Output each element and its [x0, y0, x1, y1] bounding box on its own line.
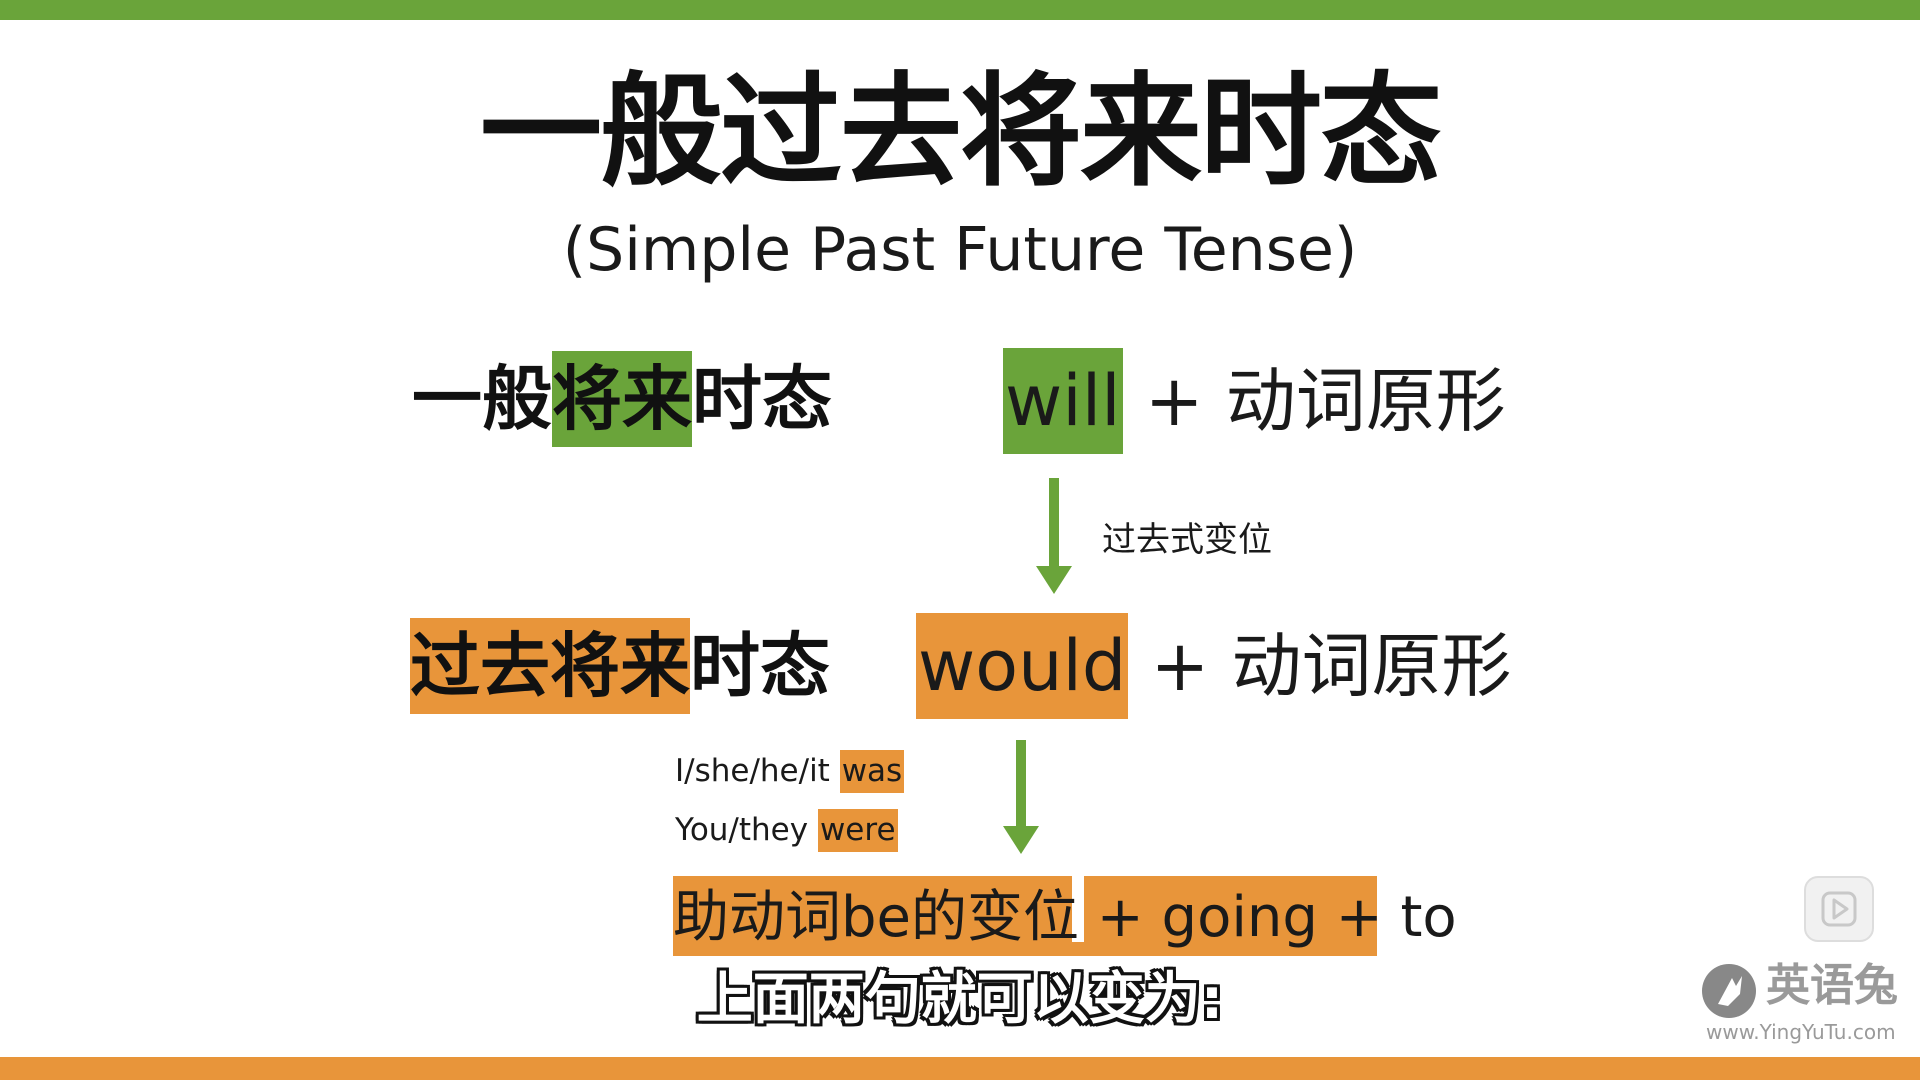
simple-future-label: 一般将来时态	[412, 351, 832, 447]
play-icon	[1821, 891, 1857, 927]
would-formula: would + 动词原形	[916, 613, 1511, 719]
down-arrow-icon	[1036, 478, 1072, 594]
past-future-label: 过去将来时态	[410, 618, 830, 714]
rabbit-logo-icon	[1702, 964, 1756, 1018]
will-keyword: will	[1003, 348, 1123, 454]
be-form-plural: You/they were	[675, 809, 898, 852]
aux-going-to: + going + to	[1079, 885, 1457, 950]
past-future-highlight: 过去将来	[410, 618, 690, 714]
top-green-bar	[0, 0, 1920, 20]
aux-formula-divider	[1072, 876, 1084, 942]
would-formula-rest: + 动词原形	[1128, 625, 1512, 707]
play-button[interactable]	[1804, 876, 1874, 942]
would-keyword: would	[916, 613, 1129, 719]
subject-text: I/she/he/it	[675, 753, 840, 789]
page-title: 一般过去将来时态	[480, 59, 1442, 203]
watermark-name: 英语兔	[1766, 960, 1898, 1011]
future-highlight: 将来	[552, 351, 692, 447]
verb-was: was	[839, 750, 905, 793]
aux-formula: 助动词be的变位 + going + to	[673, 890, 1457, 946]
subject-text: You/they	[675, 812, 818, 848]
label-suffix: 时态	[690, 624, 830, 707]
aux-be-conjugation: 助动词be的变位	[673, 885, 1079, 950]
aux-formula-box	[673, 876, 1377, 956]
label-suffix: 时态	[692, 357, 832, 440]
video-subtitle: 上面两句就可以变为:	[696, 967, 1224, 1032]
past-conjugation-note: 过去式变位	[1102, 520, 1272, 560]
be-form-singular: I/she/he/it was	[675, 750, 905, 793]
verb-were: were	[817, 809, 898, 852]
will-formula-rest: + 动词原形	[1122, 360, 1506, 442]
page-subtitle-english: (Simple Past Future Tense)	[562, 215, 1358, 285]
will-formula: will + 动词原形	[1003, 348, 1506, 454]
watermark-url: www.YingYuTu.com	[1706, 1020, 1896, 1044]
down-arrow-icon	[1003, 740, 1039, 854]
bottom-orange-bar	[0, 1057, 1920, 1080]
label-prefix: 一般	[412, 357, 552, 440]
